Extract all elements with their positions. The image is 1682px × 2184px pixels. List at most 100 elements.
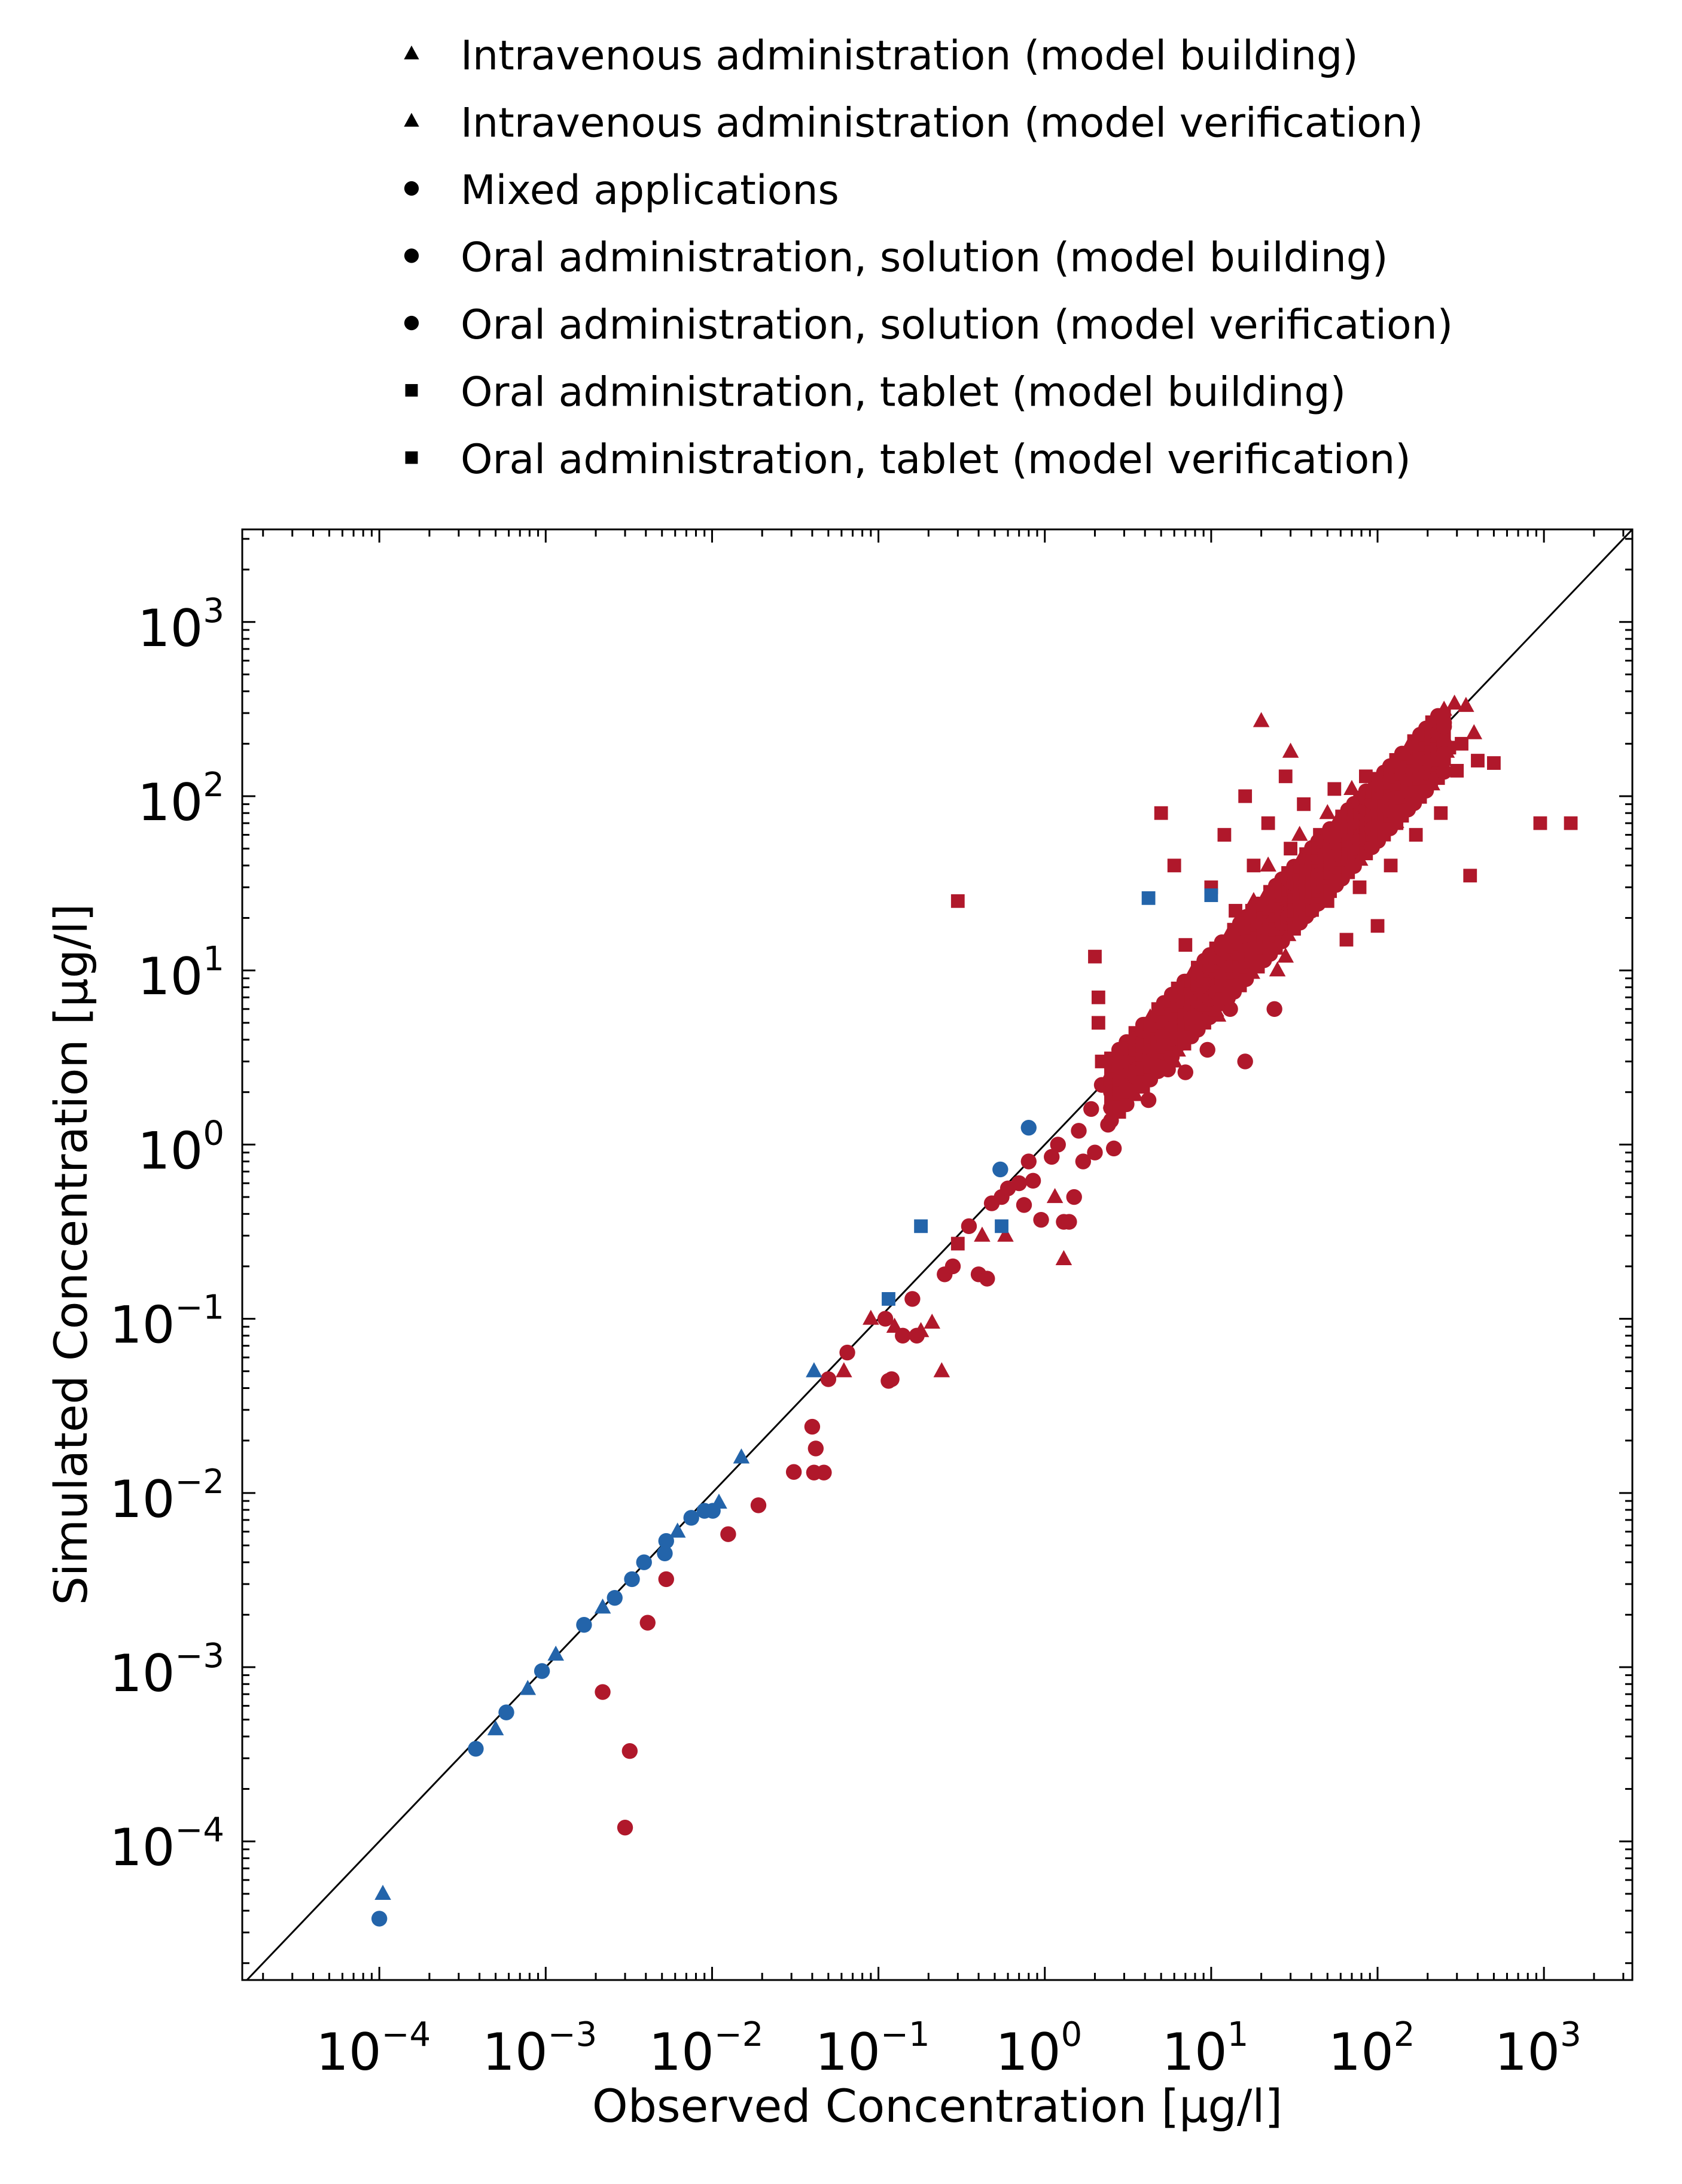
data-point-verification [1269,961,1286,977]
data-point-verification [1487,756,1501,770]
data-point-verification [1291,826,1308,841]
y-tick-label: 10−3 [109,1637,224,1704]
data-point-verification [1044,1149,1060,1165]
data-point-verification [933,1362,950,1378]
data-point-verification [1436,764,1452,780]
data-point-verification [1050,1137,1066,1153]
data-point-verification [658,1571,674,1588]
data-point-building [669,1522,686,1538]
legend-label: Oral administration, solution (model ver… [461,301,1453,349]
data-point-verification [1463,869,1477,883]
data-point-verification [1011,1175,1027,1192]
y-axis-ticks: 10−4 10−3 10−2 10−1 100 101 102 103 [109,538,1632,1964]
data-point-verification [1083,1101,1099,1117]
data-point-verification [1025,1172,1041,1189]
data-point-verification [836,1362,852,1378]
data-point-verification [1199,1041,1215,1058]
data-point-verification [816,1464,832,1481]
legend: Intravenous administration (model buildi… [404,32,1453,483]
data-point-verification [1458,696,1474,712]
data-point-verification [1033,1211,1049,1228]
legend-label: Oral administration, tablet (model verif… [461,436,1411,483]
data-point-building [1141,891,1156,905]
data-point-verification [1319,804,1336,820]
data-point-verification [1260,856,1276,872]
data-point-building [1020,1119,1037,1136]
legend-marker-circle [404,315,419,331]
x-tick-label: 102 [1328,2015,1415,2082]
data-point-verification [979,1271,995,1287]
data-point-verification [997,1226,1014,1242]
data-point-verification [1066,1189,1082,1205]
data-point-verification [1450,764,1464,778]
data-point-verification [863,1309,879,1325]
data-point-building [594,1598,611,1614]
legend-marker-triangle [404,45,419,60]
x-axis-ticks: 10−4 10−3 10−2 10−1 100 101 102 103 [262,529,1625,2082]
legend-label: Mixed applications [461,167,839,214]
legend-label: Intravenous administration (model buildi… [461,32,1358,80]
data-point-verification [1297,797,1311,811]
data-point-verification [839,1344,855,1361]
data-point-verification [1217,828,1232,842]
data-point-verification [595,1684,611,1700]
data-point-verification [1238,789,1253,803]
legend-marker-circle [404,248,419,263]
data-point-verification [877,1311,894,1327]
data-point-building [683,1510,699,1526]
data-point-verification [974,1226,991,1242]
data-point-verification [950,894,965,908]
y-tick-label: 102 [138,766,224,833]
data-point-building [576,1617,592,1633]
data-point-verification [1533,816,1547,830]
data-point-verification [912,1322,930,1338]
data-point-verification [1358,769,1373,784]
data-point-verification [895,1327,911,1344]
data-point-building [547,1645,564,1661]
data-point-building [711,1493,727,1509]
data-point-verification [1370,919,1385,933]
x-tick-label: 10−1 [815,2015,930,2082]
data-point-building [519,1680,537,1695]
data-point-building [487,1720,504,1735]
y-tick-label: 103 [138,592,224,659]
data-point-verification [1091,990,1105,1004]
data-point-verification [1409,828,1423,842]
y-tick-label: 100 [138,1114,224,1181]
data-point-building [534,1663,550,1679]
data-point-verification [1455,736,1468,751]
data-point-verification [883,1371,900,1387]
data-point-verification [617,1819,633,1836]
data-point-verification [621,1743,638,1759]
data-point-verification [924,1313,941,1329]
legend-marker-square [405,451,418,464]
data-point-verification [944,1258,961,1275]
data-point-verification [1384,858,1398,873]
data-point-verification [1016,1197,1032,1213]
data-point-building [733,1448,750,1464]
data-point-verification [1071,1123,1087,1139]
data-point-verification [1140,1092,1157,1108]
y-tick-label: 10−4 [109,1811,224,1878]
plot-frame [241,528,1634,1981]
data-point-verification [961,1218,977,1235]
data-point-building [914,1219,928,1233]
data-point-building [468,1741,484,1757]
data-point-verification [1446,695,1463,710]
data-point-verification [1282,742,1299,758]
legend-marker-square [405,384,418,397]
data-point-verification [820,1371,837,1387]
data-point-verification [1127,1086,1144,1101]
data-point-verification [639,1615,656,1631]
data-point-verification [1434,806,1448,820]
data-point-verification [1154,806,1168,820]
data-point-building [995,1219,1008,1233]
data-point-verification [1177,1064,1193,1080]
data-point-building [806,1362,822,1378]
data-point-verification [1471,754,1485,767]
legend-label: Oral administration, solution (model bui… [461,234,1388,282]
data-point-verification [1437,709,1451,723]
data-point-verification [1266,1001,1282,1017]
data-point-building [657,1545,673,1562]
